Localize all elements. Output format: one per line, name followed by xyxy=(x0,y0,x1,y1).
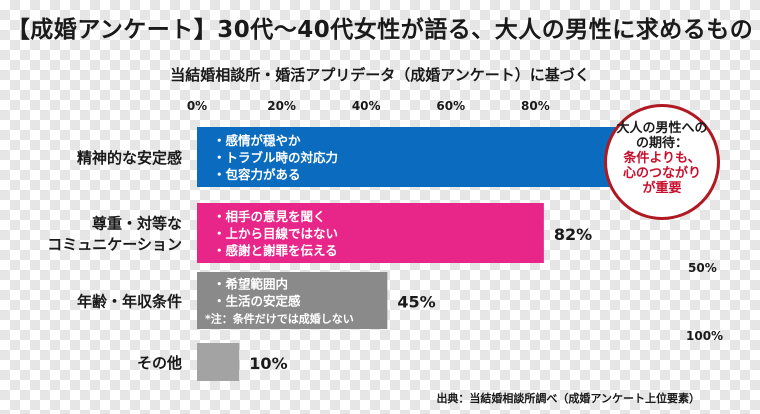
callout-circle: 大人の男性への の期待： 条件よりも、 心のつながり が重要 xyxy=(604,104,720,220)
bar-bullet: ・トラブル時の対応力 xyxy=(213,150,338,165)
stray-percent-label: 50% xyxy=(688,261,717,275)
bar xyxy=(197,127,620,187)
callout-line-2: の期待： xyxy=(635,136,688,151)
category-label: 精神的な安定感 xyxy=(77,149,182,167)
callout-line-3: 条件よりも、 xyxy=(623,151,701,166)
category-label: 尊重・対等な xyxy=(92,215,182,233)
category-label: 年齢・年収条件 xyxy=(77,293,182,311)
value-label: 82% xyxy=(554,225,592,244)
source-note: 出典：当結婚相談所調べ（成婚アンケート上位要素） xyxy=(436,392,700,405)
callout-line-5: が重要 xyxy=(642,181,682,196)
x-tick-label: 60% xyxy=(436,99,465,113)
callout-line-1: 大人の男性への xyxy=(616,121,708,136)
chart-title: 【成婚アンケート】30代〜40代女性が語る、大人の男性に求めるもの xyxy=(6,17,754,43)
chart-subtitle: 当結婚相談所・婚活アプリデータ（成婚アンケート）に基づく xyxy=(170,66,590,84)
bar-bullet: ・希望範囲内 xyxy=(213,277,288,292)
bar xyxy=(197,343,240,381)
bar-bullet: ・感謝と謝罪を伝える xyxy=(213,243,338,258)
bar-bullet: ・感情が穏やか xyxy=(213,133,301,148)
bar-bullet: ・相手の意見を聞く xyxy=(213,209,326,224)
x-tick-label: 0% xyxy=(187,99,207,113)
callout-line-4: 心のつながり xyxy=(622,166,701,181)
x-tick-label: 20% xyxy=(267,99,296,113)
bar xyxy=(197,203,544,263)
x-tick-label: 80% xyxy=(521,99,550,113)
bar xyxy=(197,272,388,329)
value-label: 45% xyxy=(397,293,435,312)
stray-percent-label: 100% xyxy=(686,329,723,343)
bar-bullet: *注：条件だけでは成婚しない xyxy=(205,312,354,326)
x-tick-label: 40% xyxy=(352,99,381,113)
category-label: コミュニケーション xyxy=(47,236,182,254)
bar-bullet: ・包容力がある xyxy=(213,167,301,182)
category-label: その他 xyxy=(137,354,182,372)
value-label: 10% xyxy=(249,354,287,373)
bar-bullet: ・上から目線ではない xyxy=(213,226,338,241)
bar-bullet: ・生活の安定感 xyxy=(213,294,301,309)
